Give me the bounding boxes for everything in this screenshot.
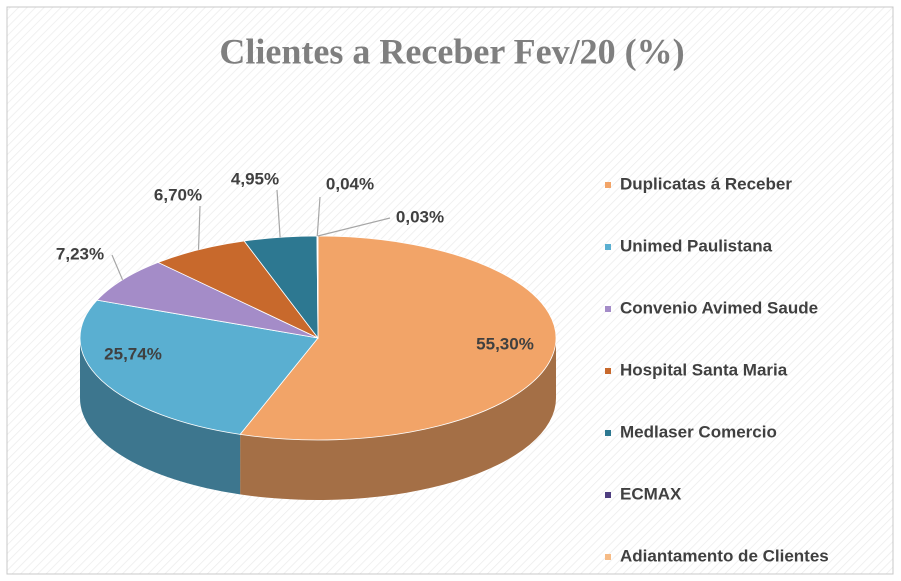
leader-line xyxy=(197,205,201,250)
slice xyxy=(96,261,319,339)
data-label: 4,95% xyxy=(231,169,279,188)
slice xyxy=(79,299,319,435)
data-label: 0,04% xyxy=(326,174,374,193)
legend-label: Unimed Paulistana xyxy=(620,236,773,255)
legend-label: Duplicatas á Receber xyxy=(620,174,792,193)
leader-line xyxy=(316,196,321,237)
legend-label: Adiantamento de Clientes xyxy=(620,546,829,565)
legend-marker xyxy=(605,430,611,436)
legend-marker xyxy=(605,492,611,498)
side-shade xyxy=(80,338,241,495)
leader-line xyxy=(111,254,124,281)
leader-line xyxy=(317,217,391,237)
legend-label: Hospital Santa Maria xyxy=(620,360,788,379)
legend-marker xyxy=(605,368,611,374)
side-shade xyxy=(240,338,556,500)
legend-marker xyxy=(605,244,611,250)
slice xyxy=(239,235,557,441)
data-label: 25,74% xyxy=(104,344,162,363)
legend-label: Medlaser Comercio xyxy=(620,422,777,441)
data-label: 6,70% xyxy=(154,185,202,204)
data-label: 0,03% xyxy=(396,207,444,226)
legend-marker xyxy=(605,182,611,188)
data-label: 55,30% xyxy=(476,334,534,353)
legend-label: ECMAX xyxy=(620,484,682,503)
legend-marker xyxy=(605,554,611,560)
data-label: 7,23% xyxy=(56,244,104,263)
leader-line xyxy=(276,189,281,238)
legend-marker xyxy=(605,306,611,312)
chart-title: Clientes a Receber Fev/20 (%) xyxy=(219,31,684,71)
slice-side xyxy=(80,338,241,495)
legend-label: Convenio Avimed Saude xyxy=(620,298,818,317)
slice-side xyxy=(240,338,556,500)
